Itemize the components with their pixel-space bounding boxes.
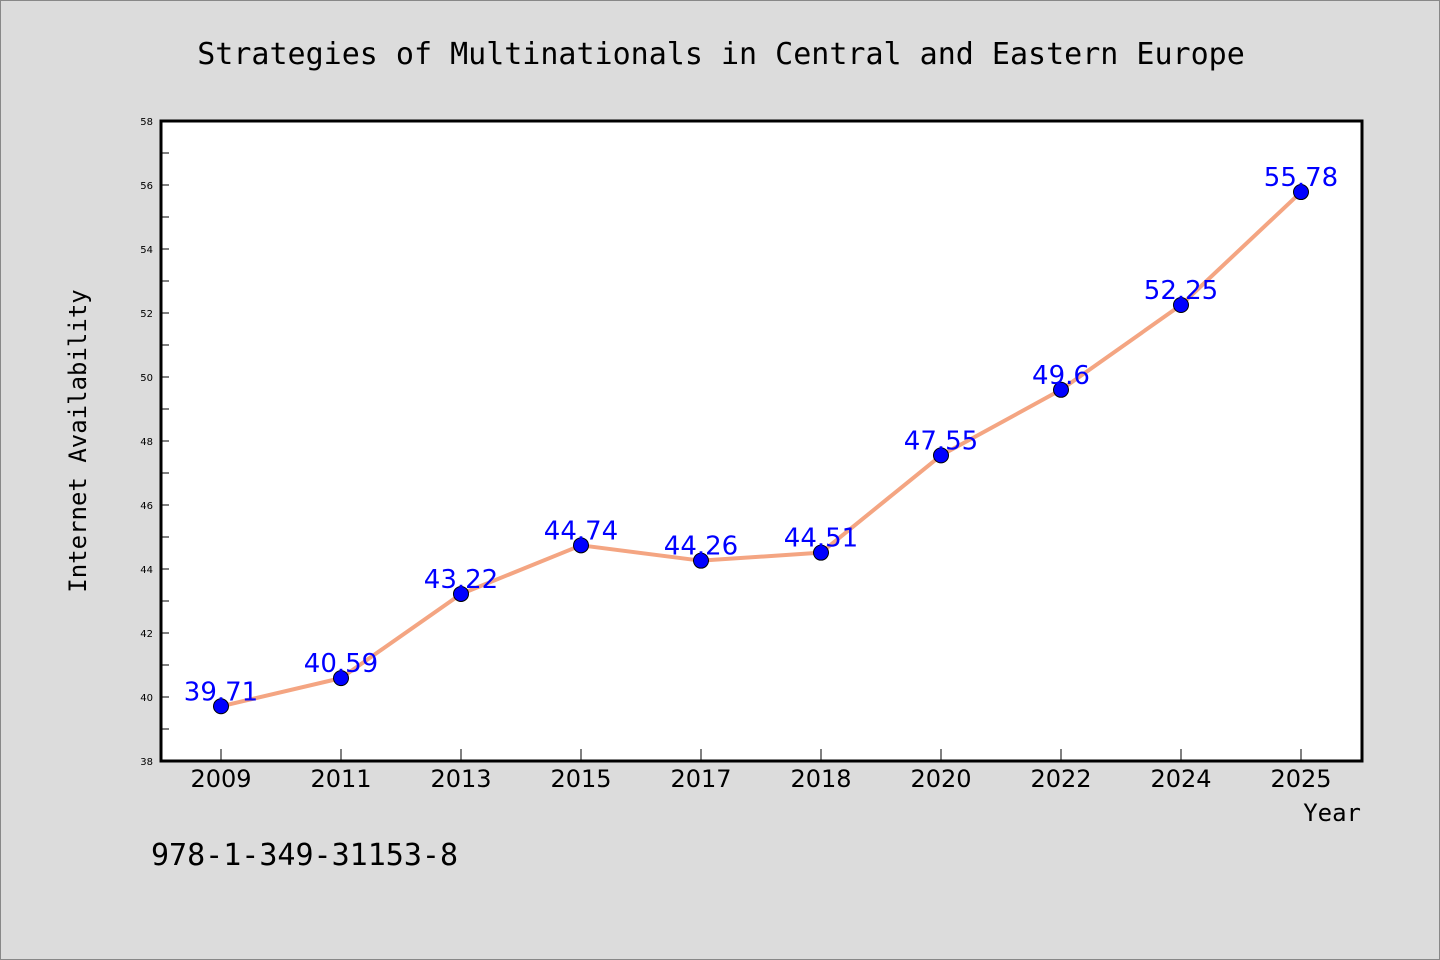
data-point-label: 44.74 xyxy=(544,516,618,546)
series-line-path xyxy=(220,190,1303,709)
x-tick-label: 2017 xyxy=(670,765,731,793)
y-axis-title: Internet Availability xyxy=(64,289,92,592)
x-tick-label: 2022 xyxy=(1030,765,1091,793)
x-axis: 2009 2011 2013 2015 2017 2018 2020 2022 2024 2025 xyxy=(190,749,1332,793)
y-tick-label: 42 xyxy=(140,629,153,640)
data-point-label: 44.26 xyxy=(664,532,738,562)
plot-area xyxy=(159,119,1364,763)
y-tick-label: 50 xyxy=(140,373,153,384)
y-tick-label: 52 xyxy=(140,309,153,320)
y-tick-label: 54 xyxy=(140,245,153,256)
data-markers xyxy=(213,184,1309,715)
data-point-marker xyxy=(1173,297,1189,313)
y-axis: 38 40 42 44 46 48 50 52 54 56 58 xyxy=(140,117,169,768)
y-tick-label: 58 xyxy=(140,117,153,128)
data-point-marker xyxy=(213,698,229,715)
y-tick-label: 40 xyxy=(140,693,153,704)
data-point-label: 44.51 xyxy=(784,524,858,554)
data-point-label: 49.6 xyxy=(1032,361,1090,391)
x-tick-label: 2018 xyxy=(790,765,851,793)
data-point-marker xyxy=(693,552,709,569)
x-tick-label: 2025 xyxy=(1270,765,1331,793)
data-point-label: 47.55 xyxy=(904,426,978,456)
x-tick-label: 2024 xyxy=(1150,765,1211,793)
data-point-marker xyxy=(333,670,349,687)
y-tick-label: 56 xyxy=(140,181,153,192)
data-point-marker xyxy=(1053,381,1069,398)
data-point-marker xyxy=(573,537,589,554)
isbn-footnote: 978-1-349-31153-8 xyxy=(151,838,458,873)
x-axis-title: Year xyxy=(1303,799,1361,827)
series-line xyxy=(220,190,1303,709)
x-tick-label: 2015 xyxy=(550,765,611,793)
x-tick-label: 2020 xyxy=(910,765,971,793)
data-point-label: 39.71 xyxy=(184,677,258,707)
x-tick-label: 2013 xyxy=(430,765,491,793)
data-point-marker xyxy=(933,447,949,464)
x-tick-label: 2009 xyxy=(190,765,251,793)
y-tick-label: 48 xyxy=(140,437,153,448)
data-point-marker xyxy=(813,544,829,561)
y-tick-label: 46 xyxy=(140,501,153,512)
chart-title: Strategies of Multinationals in Central … xyxy=(197,37,1245,72)
x-tick-label: 2011 xyxy=(310,765,371,793)
data-point-label: 52.25 xyxy=(1144,276,1218,306)
data-point-marker xyxy=(1293,184,1309,201)
data-point-label: 43.22 xyxy=(424,565,498,595)
y-tick-label: 38 xyxy=(140,757,153,768)
data-labels: 39.71 40.59 43.22 44.74 44.26 44.51 47.55 49.6 5… xyxy=(184,163,1338,707)
data-point-marker xyxy=(453,585,469,602)
y-tick-label: 44 xyxy=(140,565,153,576)
data-point-label: 40.59 xyxy=(304,649,378,679)
data-point-label: 55.78 xyxy=(1264,163,1338,193)
